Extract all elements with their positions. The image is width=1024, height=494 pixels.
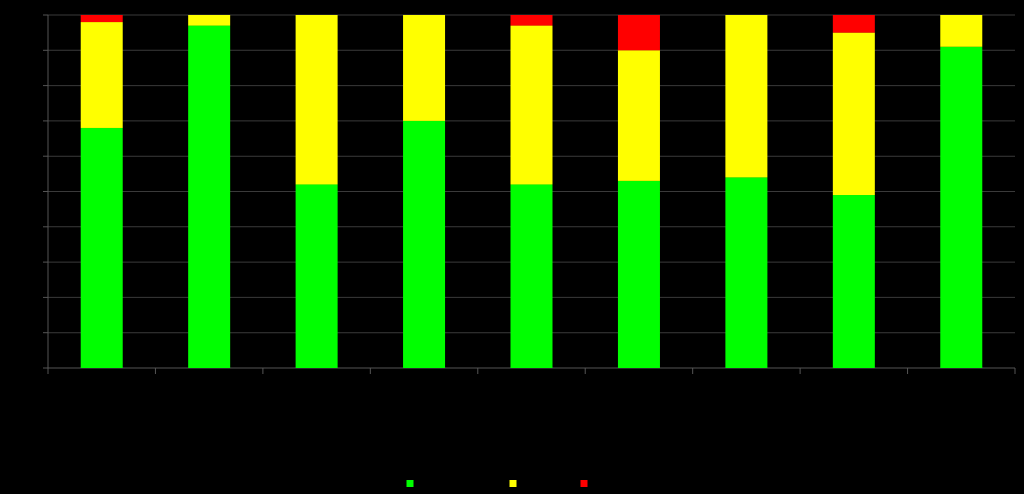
legend-marker <box>509 480 517 487</box>
bar-segment <box>510 15 553 26</box>
bar-segment <box>617 50 660 181</box>
bar-segment <box>80 22 123 128</box>
bar-segment <box>80 15 123 23</box>
bar-segment <box>188 25 231 369</box>
bar-segment <box>295 15 338 185</box>
bar-segment <box>940 15 983 47</box>
bar-segment <box>510 184 553 368</box>
bar-segment <box>617 15 660 51</box>
bar-segment <box>403 120 446 369</box>
bar-segment <box>510 25 553 185</box>
legend-marker <box>406 480 414 487</box>
bar-segment <box>725 177 768 368</box>
bar-segment <box>188 15 231 26</box>
bar-segment <box>725 15 768 178</box>
bar-segment <box>617 180 660 368</box>
bar-segment <box>403 15 446 121</box>
bar-segment <box>940 46 983 369</box>
legend-marker <box>580 480 588 487</box>
bar-segment <box>832 15 875 33</box>
bar-segment <box>295 184 338 368</box>
bar-segment <box>80 127 123 369</box>
bar-segment <box>832 195 875 368</box>
bar-segment <box>832 32 875 196</box>
